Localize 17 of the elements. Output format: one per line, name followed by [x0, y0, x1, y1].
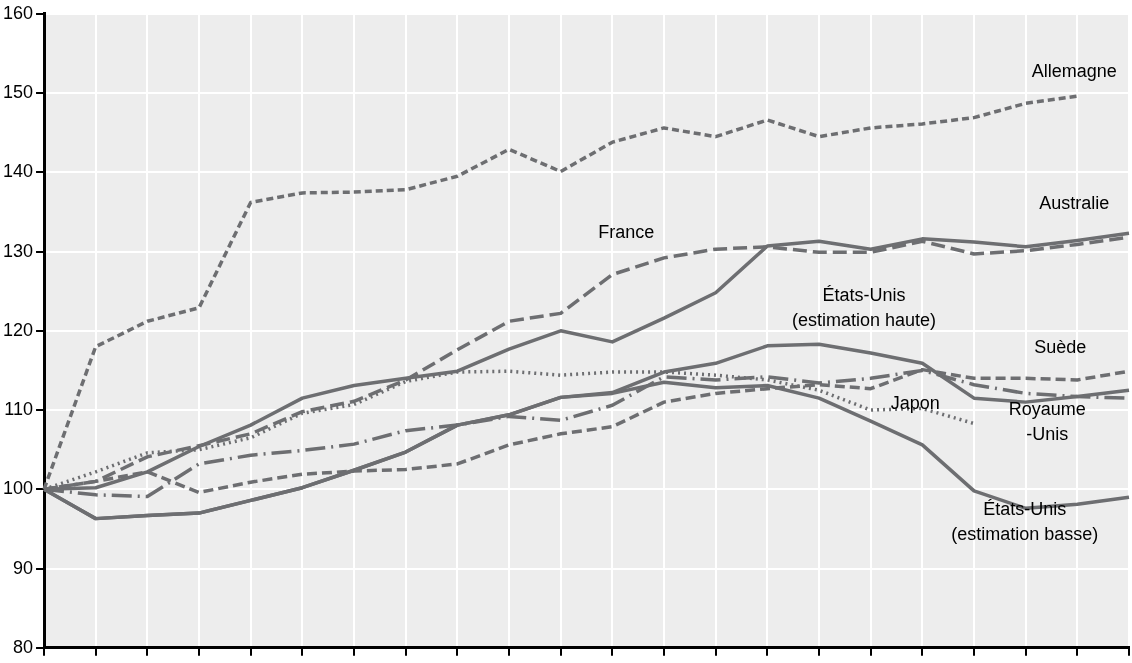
y-tick-label: 90 — [13, 557, 34, 578]
series-label: Allemagne — [1031, 61, 1117, 82]
y-tick-label: 80 — [13, 636, 34, 657]
y-tick-label: 110 — [4, 399, 34, 420]
series-label: États-Unis (estimation basse) — [951, 498, 1099, 544]
series-label: Royaume -Unis — [1008, 399, 1086, 445]
y-tick-label: 120 — [2, 319, 34, 340]
y-tick-label: 130 — [2, 240, 34, 261]
series-label: États-Unis (estimation haute) — [791, 284, 937, 330]
series-label: Suède — [1034, 336, 1087, 357]
series-label: Japon — [890, 393, 940, 414]
y-tick-label: 140 — [2, 161, 34, 182]
series-label: France — [598, 221, 655, 242]
series-label: Australie — [1039, 193, 1110, 214]
y-tick-label: 160 — [2, 2, 34, 23]
y-tick-label: 150 — [2, 82, 34, 103]
y-tick-label: 100 — [2, 478, 34, 499]
